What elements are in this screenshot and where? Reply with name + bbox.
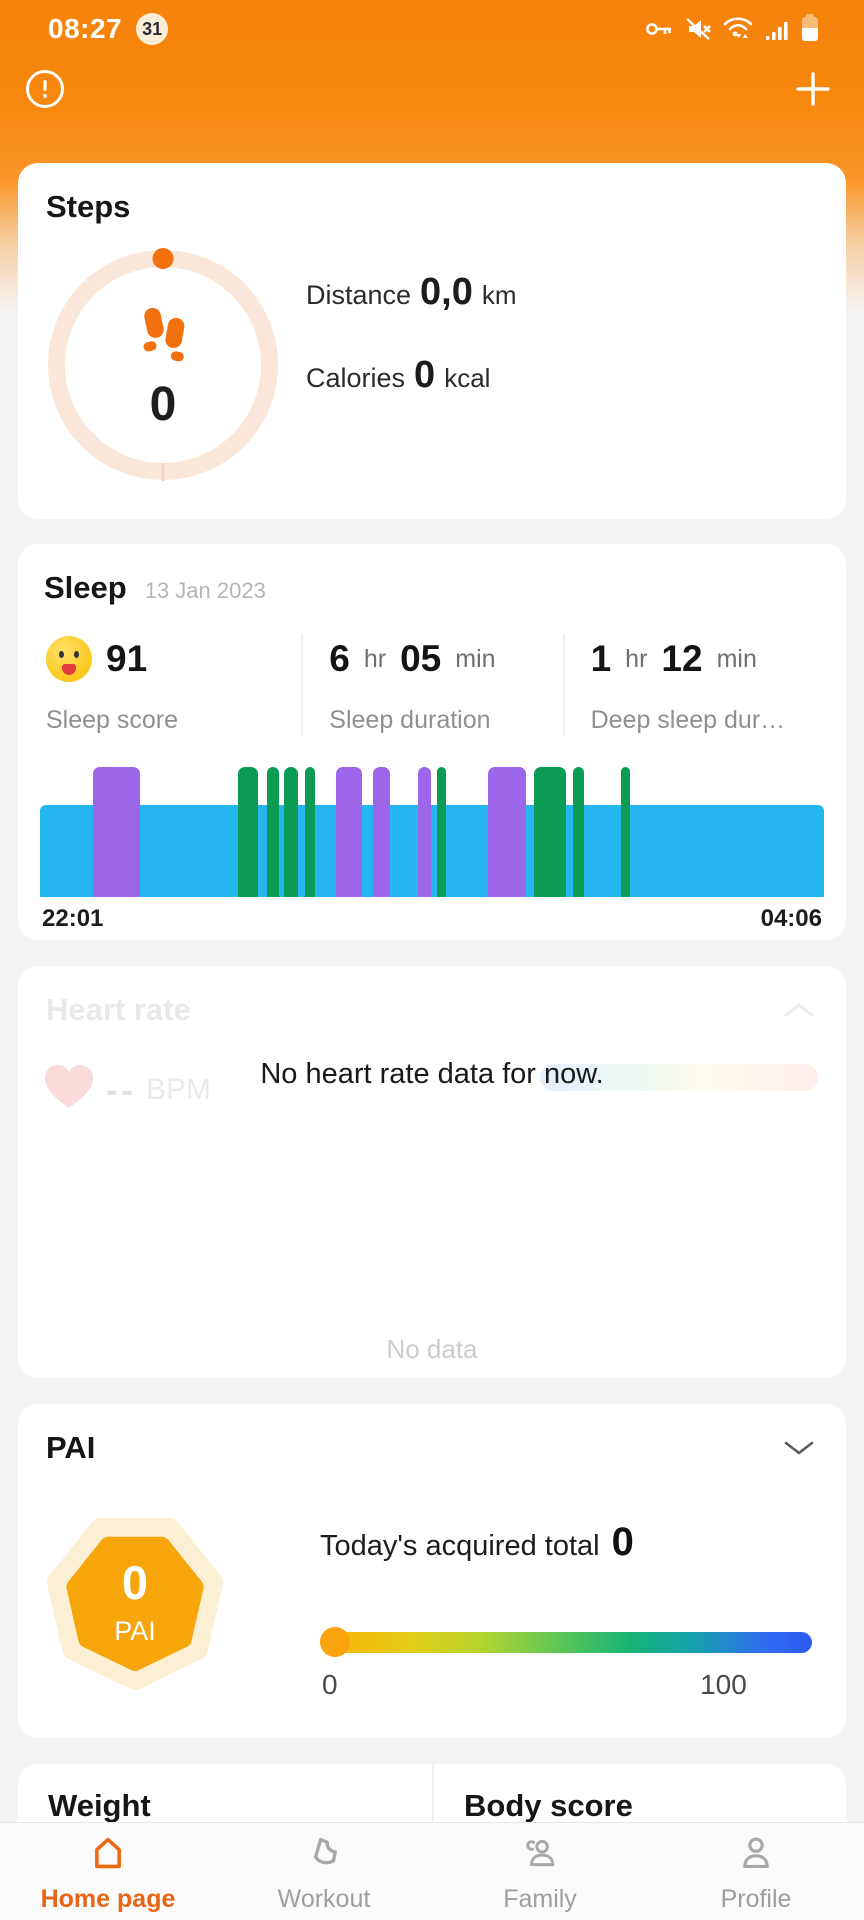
steps-card[interactable]: Steps 0 Distance 0,0 km (18, 163, 846, 519)
sleep-segment-awake (417, 767, 432, 897)
sleep-duration-hours: 6 (329, 638, 350, 679)
sleep-title: Sleep (44, 570, 127, 605)
status-bar: 08:27 31 (0, 0, 864, 58)
min-suffix: min (716, 644, 757, 673)
pai-scale-min: 0 (322, 1669, 338, 1700)
sleep-segment-awake (487, 767, 527, 897)
sleep-segment-deep (533, 767, 567, 897)
deep-sleep-col: 1 hr 12 min Deep sleep dur… (562, 634, 824, 735)
status-time: 08:27 (48, 13, 123, 44)
no-heart-rate-toast: No heart rate data for now. (260, 1058, 604, 1090)
sleep-mood-emoji-icon (46, 636, 92, 682)
sleep-score-label: Sleep score (46, 706, 179, 734)
deep-sleep-hours: 1 (590, 638, 612, 679)
pai-total-label: Today's acquired total (320, 1530, 600, 1562)
weight-section[interactable]: Weight (18, 1764, 432, 1920)
sleep-segment-deep (238, 767, 258, 897)
sleep-light-band (40, 805, 824, 897)
deep-sleep-minutes: 12 (661, 638, 703, 679)
chevron-down-icon[interactable] (782, 1438, 816, 1463)
sleep-date: 13 Jan 2023 (144, 578, 266, 603)
sleep-stages-chart (40, 767, 824, 897)
footprints-icon (128, 302, 198, 379)
calories-value: 0 (414, 354, 436, 396)
nav-profile[interactable]: Profile (648, 1823, 864, 1920)
sleep-end-time: 04:06 (760, 905, 822, 932)
chevron-up-icon[interactable] (782, 1000, 816, 1025)
body-score-title: Body score (464, 1788, 633, 1823)
pai-card[interactable]: PAI 0 PAI Today's acquired total 0 (18, 1404, 846, 1738)
ring-goal-tick (161, 463, 165, 481)
nav-home[interactable]: Home page (0, 1823, 216, 1920)
weight-title: Weight (48, 1788, 151, 1823)
sleep-duration-label: Sleep duration (329, 706, 491, 734)
pai-total-value: 0 (611, 1520, 634, 1564)
distance-value: 0,0 (420, 271, 473, 313)
deep-sleep-label: Deep sleep dur… (590, 706, 786, 734)
heart-rate-title: Heart rate (46, 992, 191, 1027)
sleep-duration-minutes: 05 (400, 638, 442, 679)
alert-icon[interactable] (26, 70, 64, 108)
min-suffix: min (455, 644, 496, 673)
steps-value: 0 (149, 377, 177, 431)
add-device-button[interactable] (792, 68, 834, 110)
shoe-icon (305, 1835, 343, 1876)
heart-rate-card[interactable]: Heart rate No heart rate data for now. -… (18, 966, 846, 1378)
ring-progress-dot (152, 248, 174, 269)
mute-icon (685, 17, 711, 41)
wifi-icon (722, 16, 754, 42)
nav-family[interactable]: Family (432, 1823, 648, 1920)
bpm-unit: BPM (145, 1072, 211, 1106)
sleep-segment-awake (335, 767, 363, 897)
bpm-value: -- (106, 1068, 136, 1110)
steps-title: Steps (46, 189, 131, 224)
pai-scale-max: 100 (700, 1669, 747, 1700)
hr-suffix: hr (625, 644, 648, 673)
sleep-segment-deep (304, 767, 316, 897)
nav-profile-label: Profile (720, 1885, 792, 1913)
battery-icon (802, 14, 818, 41)
pai-slider-knob (320, 1627, 350, 1657)
sleep-segment-deep (283, 767, 298, 897)
nav-workout-label: Workout (277, 1885, 371, 1913)
no-data-text: No data (386, 1334, 478, 1364)
pai-value: 0 (121, 1556, 149, 1609)
app-header (0, 58, 864, 120)
heart-icon (42, 1062, 96, 1117)
distance-unit: km (481, 280, 517, 310)
steps-progress-ring: 0 (48, 248, 278, 481)
sleep-segment-deep (573, 767, 585, 897)
calories-unit: kcal (444, 363, 491, 393)
signal-icon (765, 17, 791, 41)
vpn-key-icon (644, 17, 674, 41)
bottom-navigation: Home page Workout Family (0, 1822, 864, 1920)
sleep-segment-awake (92, 767, 141, 897)
sleep-segment-deep (436, 767, 447, 897)
sleep-segment-deep (620, 767, 631, 897)
pai-unit: PAI (114, 1616, 156, 1646)
pai-heptagon-badge: 0 PAI (46, 1508, 224, 1692)
sleep-score-value: 91 (106, 638, 148, 679)
sleep-segment-awake (373, 767, 391, 897)
family-icon (521, 1835, 559, 1876)
pai-progress-slider (320, 1627, 812, 1657)
sleep-segment-deep (267, 767, 280, 897)
distance-label: Distance (306, 280, 412, 310)
sleep-score-col: 91 Sleep score (40, 634, 301, 735)
pai-title: PAI (46, 1430, 96, 1465)
calories-label: Calories (306, 363, 406, 393)
nav-home-label: Home page (40, 1885, 176, 1913)
nav-workout[interactable]: Workout (216, 1823, 432, 1920)
person-icon (737, 1835, 775, 1876)
pai-gradient-track (332, 1632, 812, 1653)
home-icon (89, 1835, 127, 1876)
sleep-card[interactable]: Sleep 13 Jan 2023 91 Sleep score 6 hr 05 mi… (18, 544, 846, 940)
hr-suffix: hr (363, 644, 387, 673)
notification-count-badge: 31 (136, 13, 169, 45)
sleep-duration-col: 6 hr 05 min Sleep duration (301, 634, 562, 735)
heart-rate-zone-gradient (540, 1064, 818, 1091)
nav-family-label: Family (503, 1885, 577, 1913)
sleep-start-time: 22:01 (42, 905, 104, 932)
